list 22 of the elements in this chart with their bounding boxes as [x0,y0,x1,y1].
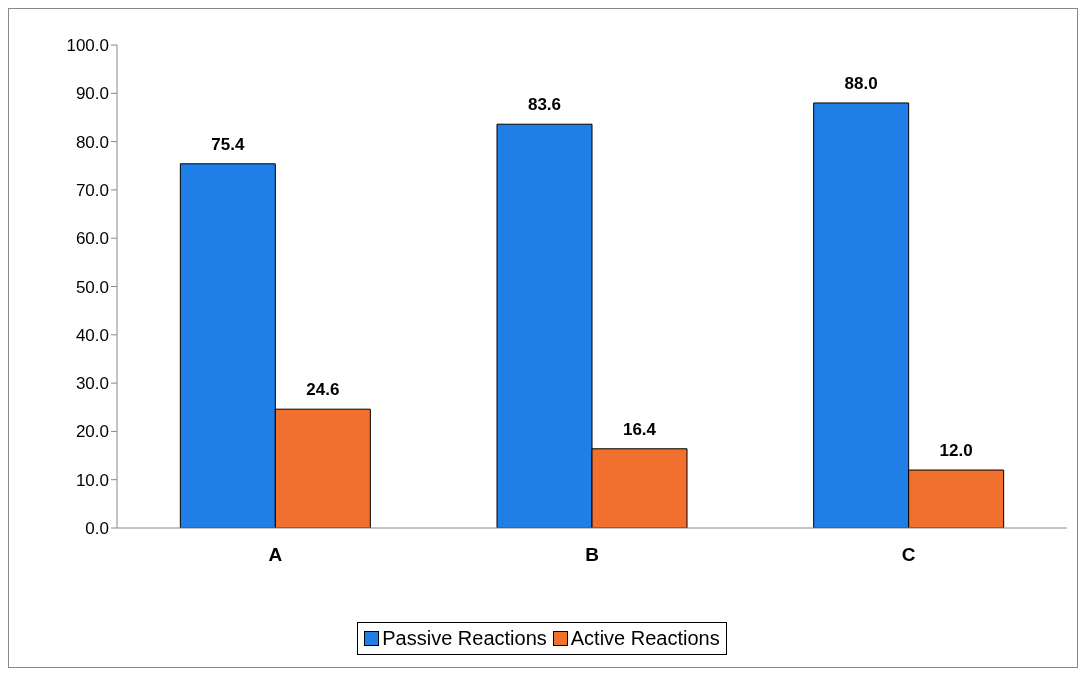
y-tick-label: 40.0 [75,325,109,345]
y-tick-label: 0.0 [85,519,109,539]
x-tick-label: B [585,544,599,566]
y-tick-label: 60.0 [75,229,109,249]
data-label: 88.0 [844,73,878,93]
legend-label: Active Reactions [569,627,720,650]
data-label: 83.6 [527,95,562,115]
y-tick-label: 50.0 [75,277,109,297]
data-label: 75.4 [211,134,245,154]
y-tick-label: 80.0 [75,132,109,152]
x-tick-label: C [901,544,916,566]
y-tick-label: 70.0 [75,180,109,200]
y-tick-label: 20.0 [75,422,109,442]
data-label: 24.6 [306,380,340,400]
x-tick-label: A [268,544,283,566]
legend-label: Passive Reactions [381,627,547,650]
data-label: 16.4 [622,419,657,439]
y-tick-label: 90.0 [75,84,109,104]
y-tick-label: 100.0 [66,36,109,56]
y-tick-label: 30.0 [75,374,109,394]
data-label: 12.0 [939,441,973,461]
y-tick-label: 10.0 [75,470,109,490]
